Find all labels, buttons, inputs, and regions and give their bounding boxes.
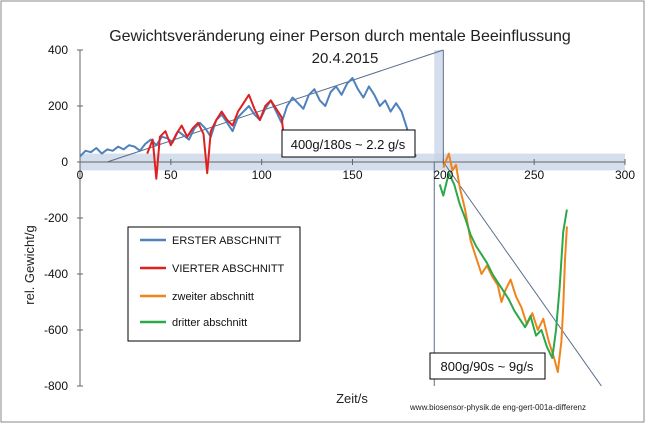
trend-line-1 — [442, 161, 602, 387]
legend: ERSTER ABSCHNITT VIERTER ABSCHNITT zweit… — [127, 226, 301, 342]
x-axis-title: Zeit/s — [336, 391, 368, 406]
series-line-2 — [442, 152, 568, 373]
x-tick-label: 150 — [342, 168, 362, 182]
annotation-box-second — [429, 352, 546, 380]
y-axis-title: rel. Gewicht/g — [22, 225, 37, 304]
y-tick-label: -400 — [44, 267, 68, 281]
legend-label-dritter: dritter abschnitt — [172, 317, 247, 329]
legend-label-zweiter: zweiter abschnitt — [172, 291, 254, 303]
x-tick-label: 50 — [164, 168, 178, 182]
annotation-box-first — [281, 129, 416, 158]
y-tick-label: -200 — [44, 211, 68, 225]
legend-label-erster: ERSTER ABSCHNITT — [172, 235, 282, 247]
y-tick-label: 400 — [48, 43, 68, 57]
data-series — [79, 77, 568, 373]
y-tick-label: -600 — [44, 323, 68, 337]
x-tick-label: 100 — [252, 168, 272, 182]
x-tick-label: 250 — [524, 168, 544, 182]
annotation-text-second: 800g/90s ~ 9g/s — [441, 359, 534, 374]
source-footer: www.biosensor-physik.de eng-gert-001a-di… — [409, 403, 586, 412]
y-tick-label: 200 — [48, 99, 68, 113]
chart-title: Gewichtsveränderung einer Person durch m… — [109, 28, 571, 45]
x-tick-label: 0 — [77, 168, 84, 182]
tick-labels: 0 50 100 150 200 250 300 400 200 0 -200 -400 -600 -80… — [44, 43, 635, 393]
series-line-3 — [438, 172, 568, 359]
shaded-region-1 — [434, 50, 444, 162]
annotation-text-first: 400g/180s ~ 2.2 g/s — [291, 137, 406, 152]
axes — [77, 49, 626, 387]
y-tick-label: 0 — [61, 155, 68, 169]
annotation-rate-second: 800g/90s ~ 9g/s — [429, 352, 546, 380]
series-line-0 — [79, 77, 417, 158]
series-line-1 — [146, 93, 285, 180]
chart-subtitle: 20.4.2015 — [312, 50, 379, 67]
legend-label-vierter: VIERTER ABSCHNITT — [172, 263, 285, 275]
y-tick-label: -800 — [44, 379, 68, 393]
x-tick-label: 300 — [615, 168, 635, 182]
annotation-rate-first: 400g/180s ~ 2.2 g/s — [281, 129, 416, 158]
x-tick-label: 200 — [433, 168, 453, 182]
